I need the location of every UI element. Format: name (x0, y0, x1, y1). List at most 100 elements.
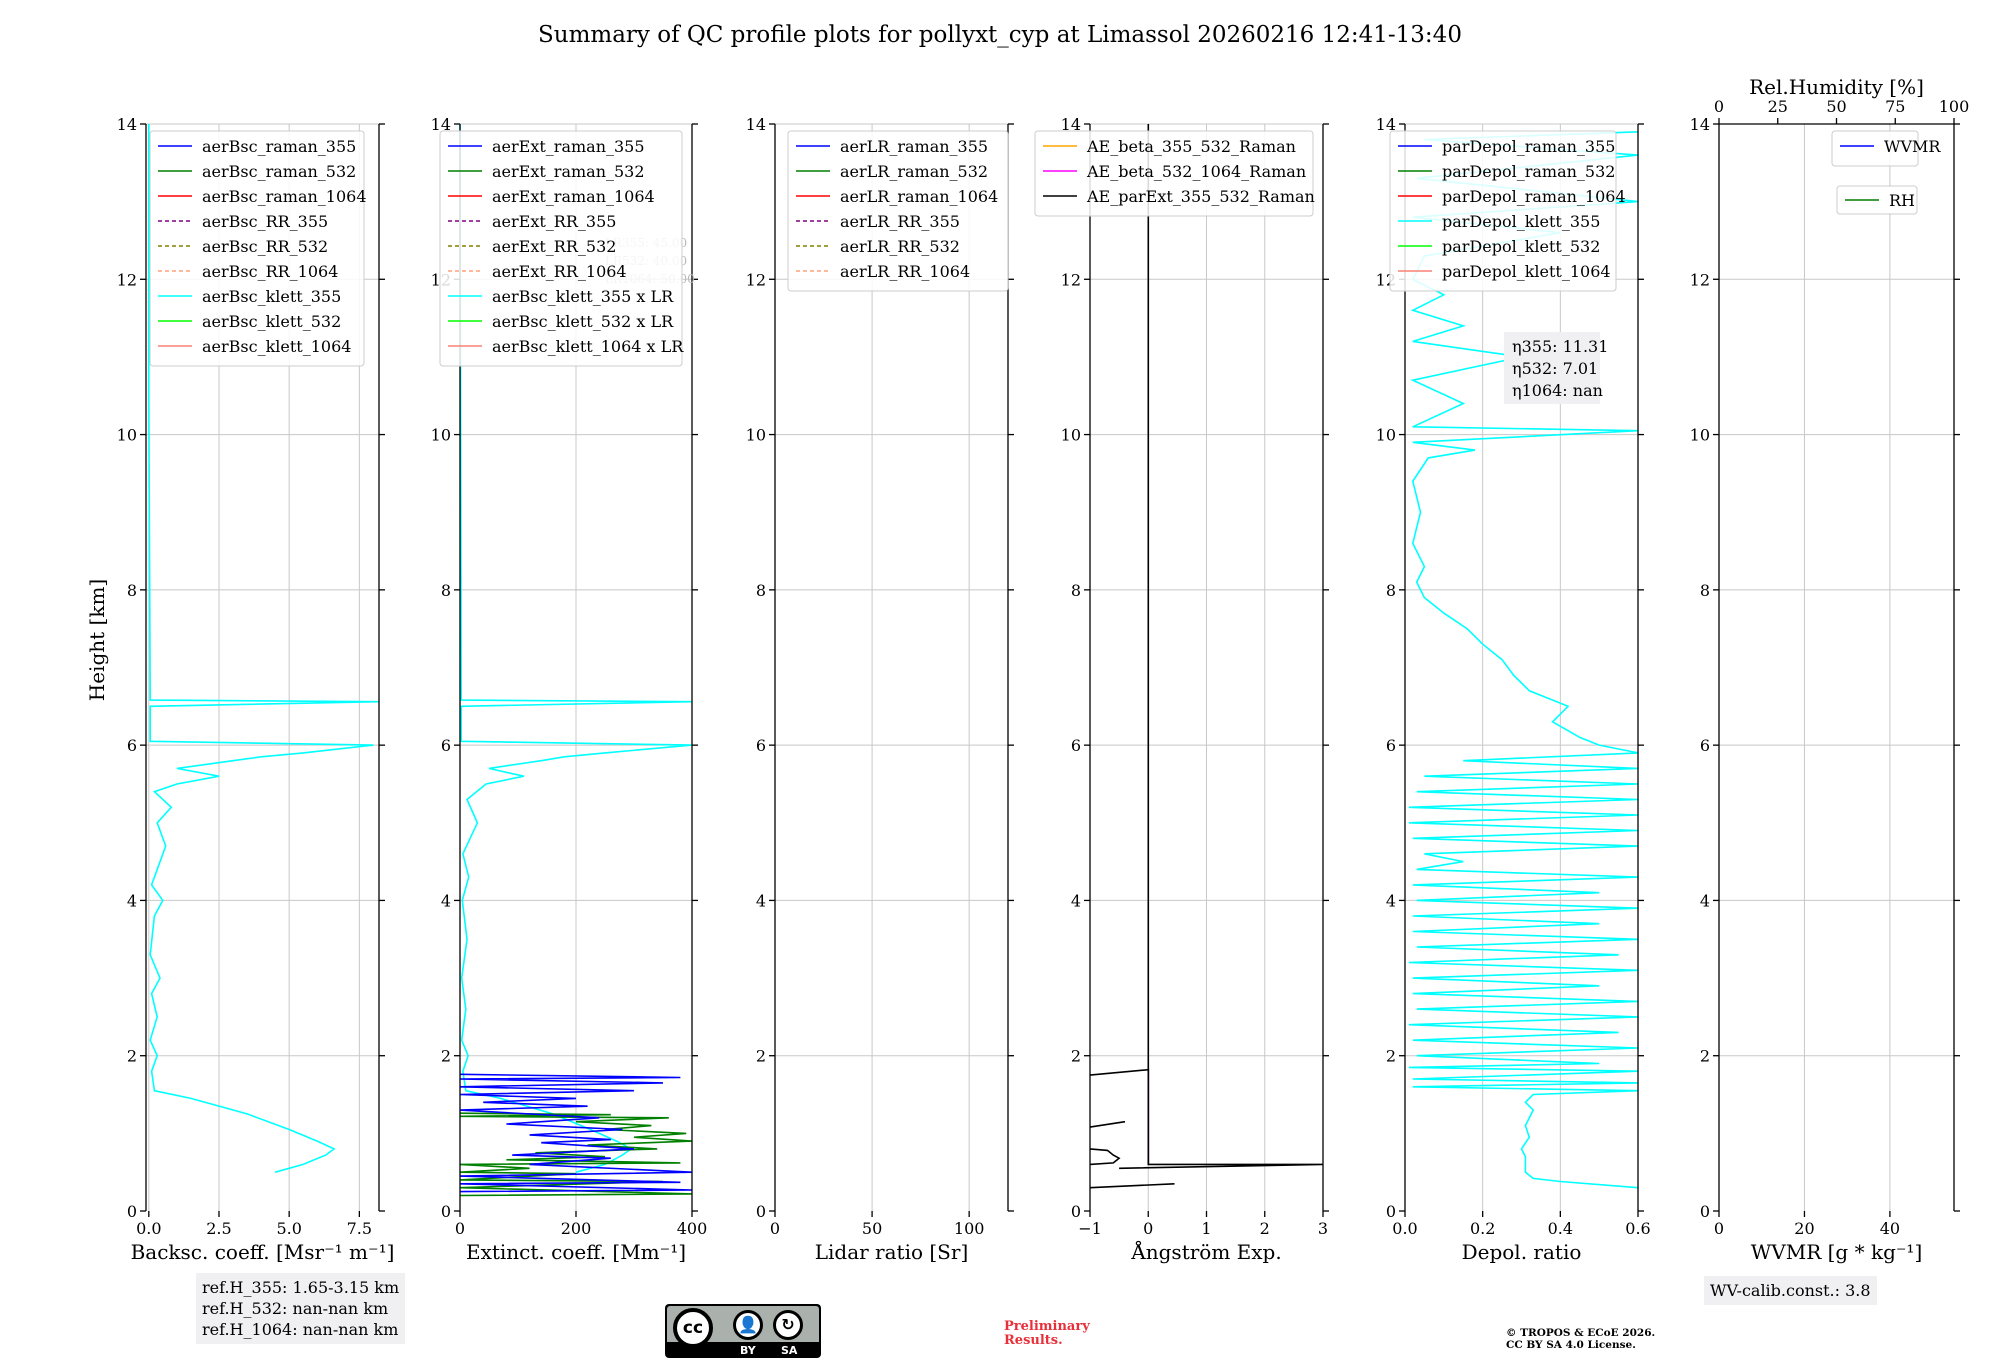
y-tick-label: 2 (127, 1047, 137, 1066)
legend-entry: AE_beta_532_1064_Raman (1086, 162, 1306, 181)
ref-height-1064: ref.H_1064: nan-nan km (202, 1320, 399, 1339)
legend-entry: parDepol_raman_355 (1442, 137, 1615, 156)
top-x-tick-label: 25 (1768, 97, 1788, 116)
y-tick-label: 12 (1690, 270, 1710, 289)
x-tick-label: 2 (1260, 1219, 1270, 1238)
legend-entry: aerExt_RR_532 (492, 237, 616, 256)
x-tick-label: 200 (561, 1219, 592, 1238)
y-tick-label: 14 (746, 115, 766, 134)
legend-entry: aerBsc_RR_1064 (202, 262, 338, 281)
x-tick-label: 40 (1880, 1219, 1900, 1238)
legend-entry: aerLR_raman_1064 (840, 187, 998, 206)
x-tick-label: 2.5 (206, 1219, 231, 1238)
legend-entry: aerBsc_RR_355 (202, 212, 328, 231)
ref-height-532: ref.H_532: nan-nan km (202, 1299, 389, 1318)
x-tick-label: 7.5 (347, 1219, 372, 1238)
x-tick-label: 400 (677, 1219, 708, 1238)
series-line (1089, 1183, 1175, 1189)
chart-panel-3: 0 2 4 6 8 10 12 14 0 50 100 Lidar ratio [Sr] aerLR_r… (746, 115, 1014, 1264)
legend-entry: aerBsc_klett_532 (202, 312, 341, 331)
chart-panel-2: 024681012140200400Extinct. coeff. [Mm⁻¹]… (431, 115, 708, 1264)
series-line (148, 124, 380, 1173)
eta-text: η532: 7.01 (1512, 359, 1598, 378)
y-tick-label: 0 (1071, 1202, 1081, 1221)
legend-frame (149, 130, 365, 367)
y-tick-label: 2 (756, 1047, 766, 1066)
x-tick-label: 0.0 (1392, 1219, 1417, 1238)
x-axis-label: WVMR [g * kg⁻¹] (1751, 1240, 1923, 1264)
y-tick-label: 4 (756, 891, 766, 910)
y-tick-label: 4 (1700, 891, 1710, 910)
legend-entry: aerBsc_klett_1064 (202, 337, 351, 356)
x-tick-label: 5.0 (276, 1219, 301, 1238)
legend: parDepol_raman_355 parDepol_raman_532 parD… (1389, 130, 1626, 292)
x-tick-label: 0 (1714, 1219, 1724, 1238)
y-tick-label: 10 (1376, 426, 1396, 445)
series-line (1089, 1120, 1126, 1128)
eta-box (1504, 332, 1600, 404)
top-axis-label: Rel.Humidity [%] (1749, 75, 1924, 99)
x-tick-label: 0 (770, 1219, 780, 1238)
x-tick-label: 100 (954, 1219, 985, 1238)
legend-entry: parDepol_klett_532 (1442, 237, 1600, 256)
legend-entry: WVMR (1884, 137, 1941, 156)
legend-entry: parDepol_raman_532 (1442, 162, 1615, 181)
y-axis-label: Height [km] (85, 579, 109, 701)
x-axis-label: Extinct. coeff. [Mm⁻¹] (466, 1240, 686, 1264)
y-tick-label: 6 (1386, 736, 1396, 755)
wv-calib-box: WV-calib.const.: 3.8 (1704, 1276, 1877, 1305)
x-axis-label: Ångström Exp. (1130, 1239, 1281, 1264)
legend-entry: aerExt_raman_355 (492, 137, 645, 156)
legend-entry: RH (1889, 191, 1915, 210)
legend: aerExt_raman_355 aerExt_raman_532 aerExt_r… (439, 130, 684, 367)
legend-entry: aerLR_RR_355 (840, 212, 960, 231)
y-tick-label: 2 (1700, 1047, 1710, 1066)
y-tick-label: 6 (756, 736, 766, 755)
y-tick-label: 8 (441, 581, 451, 600)
y-tick-label: 14 (431, 115, 451, 134)
top-x-tick-label: 75 (1885, 97, 1905, 116)
legend-frame (1389, 130, 1617, 292)
y-tick-label: 8 (1700, 581, 1710, 600)
top-x-tick-label: 100 (1939, 97, 1970, 116)
y-tick-label: 2 (1071, 1047, 1081, 1066)
legend-entry: aerExt_RR_1064 (492, 262, 627, 281)
y-tick-label: 6 (441, 736, 451, 755)
legend-frame (439, 130, 683, 367)
legend-entry: aerBsc_klett_355 (202, 287, 341, 306)
y-tick-label: 0 (1700, 1202, 1710, 1221)
y-tick-label: 0 (1386, 1202, 1396, 1221)
x-tick-label: 0.2 (1470, 1219, 1495, 1238)
y-tick-label: 12 (746, 270, 766, 289)
y-tick-label: 10 (1690, 426, 1710, 445)
y-tick-label: 6 (1700, 736, 1710, 755)
preliminary-line-1: Preliminary (1004, 1319, 1090, 1334)
preliminary-line-2: Results. (1004, 1333, 1063, 1348)
cc-logo-icon: cc (673, 1308, 713, 1348)
y-tick-label: 14 (1376, 115, 1396, 134)
legend-entry: aerLR_raman_355 (840, 137, 988, 156)
y-tick-label: 0 (756, 1202, 766, 1221)
y-tick-label: 10 (1061, 426, 1081, 445)
y-tick-label: 4 (1071, 891, 1081, 910)
x-tick-label: 20 (1794, 1219, 1814, 1238)
legend-entry: parDepol_raman_1064 (1442, 187, 1626, 206)
cc-license-badge: cc 👤 ↻ BY SA (665, 1304, 821, 1358)
legend-entry: aerBsc_raman_355 (202, 137, 356, 156)
y-tick-label: 2 (1386, 1047, 1396, 1066)
wv-calib-text: WV-calib.const.: 3.8 (1710, 1281, 1871, 1300)
legend-entry: AE_beta_355_532_Raman (1086, 137, 1296, 156)
y-tick-label: 8 (1071, 581, 1081, 600)
y-tick-label: 14 (117, 115, 137, 134)
copyright-note: © TROPOS & ECoE 2026. CC BY SA 4.0 Licen… (1506, 1327, 1655, 1351)
y-tick-label: 10 (117, 426, 137, 445)
x-tick-label: 0.4 (1548, 1219, 1573, 1238)
legend: WVMR (1831, 130, 1941, 167)
x-tick-label: 0 (1143, 1219, 1153, 1238)
legend-secondary: RH (1836, 185, 1918, 215)
legend-entry: parDepol_klett_1064 (1442, 262, 1611, 281)
y-tick-label: 10 (746, 426, 766, 445)
